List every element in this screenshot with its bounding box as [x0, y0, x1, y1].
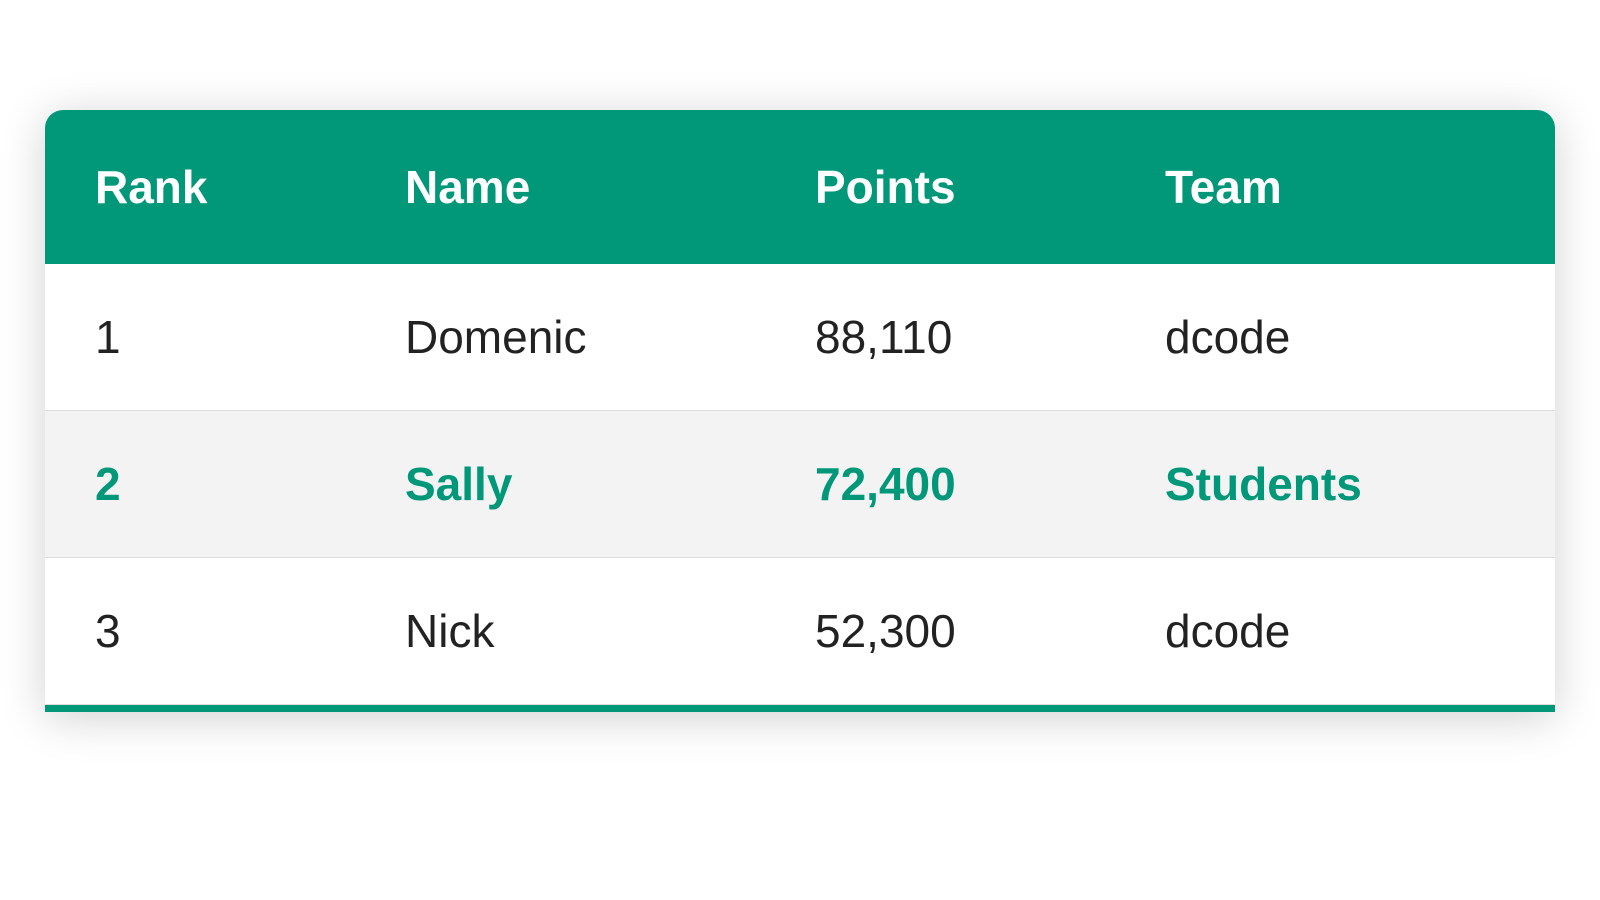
column-header-team: Team	[1115, 160, 1555, 214]
cell-rank: 3	[45, 604, 355, 658]
cell-points: 72,400	[765, 457, 1115, 511]
leaderboard-table: Rank Name Points Team 1 Domenic 88,110 d…	[45, 110, 1555, 712]
column-header-rank: Rank	[45, 160, 355, 214]
cell-points: 88,110	[765, 310, 1115, 364]
table-footer-bar	[45, 705, 1555, 712]
cell-rank: 2	[45, 457, 355, 511]
table-row: 1 Domenic 88,110 dcode	[45, 264, 1555, 411]
column-header-points: Points	[765, 160, 1115, 214]
table-row: 3 Nick 52,300 dcode	[45, 558, 1555, 705]
cell-points: 52,300	[765, 604, 1115, 658]
cell-rank: 1	[45, 310, 355, 364]
cell-team: Students	[1115, 457, 1555, 511]
table-header-row: Rank Name Points Team	[45, 110, 1555, 264]
cell-name: Sally	[355, 457, 765, 511]
cell-team: dcode	[1115, 310, 1555, 364]
table-row: 2 Sally 72,400 Students	[45, 411, 1555, 558]
cell-team: dcode	[1115, 604, 1555, 658]
cell-name: Domenic	[355, 310, 765, 364]
column-header-name: Name	[355, 160, 765, 214]
cell-name: Nick	[355, 604, 765, 658]
